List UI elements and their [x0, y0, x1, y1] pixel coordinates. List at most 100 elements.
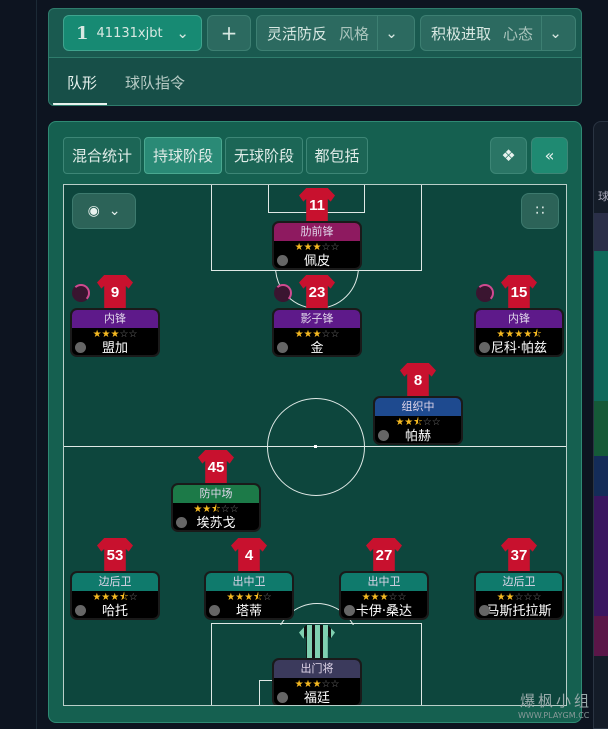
jersey-icon: 37 — [501, 538, 537, 572]
player-card[interactable]: 肋前锋 ★★★☆☆ 佩皮 — [272, 221, 362, 270]
shirt-number: 23 — [308, 284, 326, 301]
star-rating: ★★★☆☆ — [294, 329, 340, 340]
player-role: 影子锋 — [274, 310, 360, 328]
chevron-down-icon: ⌄ — [176, 24, 189, 42]
tactic-name: 41131xjbt — [96, 25, 163, 41]
player-card[interactable]: 边后卫 ★★☆☆☆ 马斯托拉斯 — [474, 571, 564, 620]
mentality-label: 心态 — [503, 24, 534, 43]
player-card[interactable]: 出门将 ★★★☆☆ 福廷 — [272, 658, 362, 705]
player-role: 组织中 — [375, 398, 461, 416]
star-rating: ★★★⯪☆ — [92, 592, 138, 603]
person-icon — [75, 605, 86, 616]
view-options-dropdown[interactable]: ◉ ⌄ — [72, 193, 136, 229]
role-row[interactable] — [594, 251, 608, 401]
shirt-number: 4 — [244, 547, 254, 564]
player-role: 出中卫 — [206, 573, 292, 591]
player-role: 肋前锋 — [274, 223, 360, 241]
collapse-icon[interactable]: « — [531, 137, 568, 174]
player-name: 金 — [310, 341, 324, 356]
player-card[interactable]: 内锋 ★★★☆☆ 盟加 — [70, 308, 160, 357]
top-penalty-box — [211, 185, 422, 271]
person-icon — [277, 342, 288, 353]
mentality-dropdown[interactable]: 积极进取 心态 ⌄ — [420, 15, 576, 51]
jersey-icon: 45 — [198, 450, 234, 484]
jersey-icon: 8 — [400, 363, 436, 397]
player-role: 出中卫 — [341, 573, 427, 591]
player-name: 卡伊·桑达 — [355, 604, 413, 619]
jersey-icon: 53 — [97, 538, 133, 572]
jersey-icon: 15 — [501, 275, 537, 309]
person-icon — [209, 605, 220, 616]
player-role: 出门将 — [274, 660, 360, 678]
chevron-down-icon[interactable]: ⌄ — [541, 16, 569, 50]
star-rating: ★★⯪☆☆ — [193, 504, 239, 515]
player-card[interactable]: 出中卫 ★★★☆☆ 卡伊·桑达 — [339, 571, 429, 620]
person-icon — [344, 605, 355, 616]
player-name: 帕赫 — [404, 429, 431, 444]
divider — [36, 0, 37, 729]
tactic-selector[interactable]: 1 41131xjbt ⌄ — [63, 15, 202, 51]
player-card[interactable]: 影子锋 ★★★☆☆ 金 — [272, 308, 362, 357]
player-name: 尼科·帕兹 — [490, 341, 548, 356]
player-card[interactable]: 内锋 ★★★★⯪ 尼科·帕兹 — [474, 308, 564, 357]
role-row[interactable] — [594, 401, 608, 456]
grid-toggle-icon[interactable]: ∷ — [521, 193, 559, 229]
shirt-number: 53 — [106, 547, 124, 564]
style-dropdown[interactable]: 灵活防反 风格 ⌄ — [256, 15, 415, 51]
player-name: 埃苏戈 — [196, 516, 236, 531]
shirt-number: 37 — [510, 547, 528, 564]
person-icon — [479, 605, 490, 616]
phase-tab-out-of-possession[interactable]: 无球阶段 — [225, 137, 303, 174]
star-rating: ★★★⯪☆ — [226, 592, 272, 603]
role-row[interactable] — [594, 213, 608, 251]
player-name: 塔蒂 — [235, 604, 262, 619]
player-card[interactable]: 组织中 ★★⯪☆☆ 帕赫 — [373, 396, 463, 445]
player-card[interactable]: 边后卫 ★★★⯪☆ 哈托 — [70, 571, 160, 620]
chevron-down-icon: ⌄ — [108, 203, 121, 219]
role-indicator-icon — [274, 284, 292, 302]
shirt-swap-icon[interactable]: ❖ — [490, 137, 527, 174]
shirt-number: 11 — [309, 197, 325, 214]
shirt-number: 9 — [110, 284, 120, 301]
tactic-number: 1 — [76, 22, 89, 44]
watermark-logo: 爆枫小组 — [520, 692, 593, 710]
add-tactic-button[interactable]: + — [207, 15, 251, 51]
tab-team-instructions[interactable]: 球队指令 — [125, 74, 186, 92]
star-rating: ★★★☆☆ — [294, 242, 340, 253]
star-rating: ★★⯪☆☆ — [395, 417, 441, 428]
role-row[interactable] — [594, 616, 608, 656]
player-role: 内锋 — [72, 310, 158, 328]
center-spot — [314, 445, 317, 448]
jersey-icon: 27 — [366, 538, 402, 572]
player-role: 内锋 — [476, 310, 562, 328]
person-icon — [378, 430, 389, 441]
shirt-number: 27 — [375, 547, 393, 564]
star-rating: ★★★☆☆ — [294, 679, 340, 690]
person-icon — [277, 692, 288, 703]
phase-tab-mixed[interactable]: 混合统计 — [63, 137, 141, 174]
player-card[interactable]: 出中卫 ★★★⯪☆ 塔蒂 — [204, 571, 294, 620]
player-name: 佩皮 — [303, 254, 330, 269]
tab-formation[interactable]: 队形 — [67, 74, 98, 92]
person-icon — [176, 517, 187, 528]
tactic-header-panel: 1 41131xjbt ⌄ + 灵活防反 风格 ⌄ 积极进取 心态 ⌄ 队形 球… — [48, 8, 582, 106]
player-card[interactable]: 防中场 ★★⯪☆☆ 埃苏戈 — [171, 483, 261, 532]
right-panel-partial: 球 — [593, 121, 608, 729]
style-label: 风格 — [339, 24, 370, 43]
jersey-icon: 4 — [231, 538, 267, 572]
jersey-icon: 9 — [97, 275, 133, 309]
role-row[interactable] — [594, 456, 608, 496]
phase-tab-in-possession[interactable]: 持球阶段 — [144, 137, 222, 174]
player-name: 马斯托拉斯 — [486, 604, 552, 619]
star-rating: ★★☆☆☆ — [496, 592, 542, 603]
person-icon — [479, 342, 490, 353]
pitch: ◉ ⌄ ∷ 11 肋前锋 ★★★☆☆ 佩皮 9 内锋 ★★★☆☆ 盟加 23 影… — [63, 184, 567, 706]
bottom-penalty-box — [211, 623, 422, 705]
phase-tab-both[interactable]: 都包括 — [306, 137, 368, 174]
person-icon — [75, 342, 86, 353]
role-row[interactable] — [594, 496, 608, 616]
player-role: 防中场 — [173, 485, 259, 503]
player-role: 边后卫 — [476, 573, 562, 591]
right-panel-label: 球 — [598, 190, 608, 203]
chevron-down-icon[interactable]: ⌄ — [377, 16, 405, 50]
